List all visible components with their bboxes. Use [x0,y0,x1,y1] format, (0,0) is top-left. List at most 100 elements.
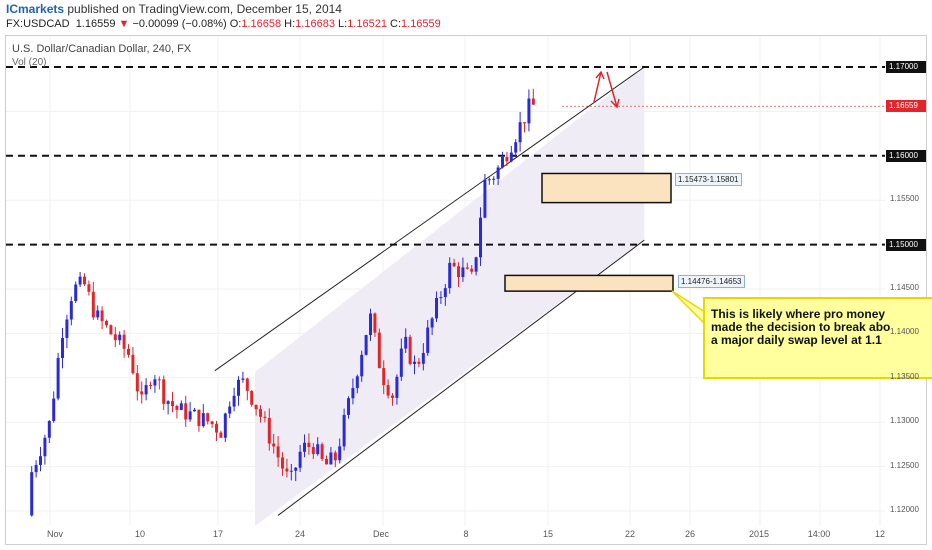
candle-body-419 [417,361,421,364]
candle-body-58 [56,357,60,399]
candle-body-516 [514,142,518,153]
demand-zone-1 [504,274,674,292]
candle-body-533 [531,98,535,105]
candle-body-529 [527,98,531,124]
candle-body-401 [399,348,403,377]
candle-body-291 [289,470,293,472]
candle-body-102 [100,310,104,322]
candle-body-252 [250,390,254,405]
candle-body-67 [65,319,69,338]
candle-body-494 [492,178,496,180]
last-price-label: 1.16559 [75,18,116,30]
candle-body-111 [109,325,113,335]
candle-body-168 [166,401,170,404]
candle-body-467 [465,267,469,269]
candle-body-212 [210,421,214,425]
low-key: L: [338,18,348,30]
annotation-note[interactable]: This is likely where pro money made the … [703,297,932,379]
candle-body-208 [206,413,210,422]
candle-body-357 [355,376,359,389]
x-tick-label-7: 22 [624,529,636,539]
candle-body-445 [443,288,447,298]
candle-body-190 [188,411,192,420]
candle-body-89 [87,284,91,292]
candle-body-181 [179,403,183,410]
candle-body-384 [382,368,386,386]
candle-body-243 [241,378,245,380]
x-tick-label-4: Dec [372,529,390,539]
open-value: 1.16658 [241,18,282,30]
candle-body-406 [404,336,408,349]
y-tick-label-0: 1.17000 [886,61,926,73]
candle-body-177 [175,406,179,410]
candle-body-203 [201,413,205,427]
high-key: H: [284,18,296,30]
candle-body-498 [496,167,500,179]
y-tick-label-10: 1.12000 [890,505,919,514]
candle-body-423 [421,352,425,364]
candle-body-98 [96,310,100,318]
candle-body-507 [505,157,509,162]
candle-body-129 [127,348,131,355]
candle-body-261 [259,409,263,417]
candle-body-93 [91,291,95,318]
candle-body-296 [294,467,298,471]
candle-body-459 [457,266,461,278]
candle-body-437 [435,297,439,319]
candle-body-397 [395,376,399,398]
candle-body-340 [338,446,342,461]
candle-body-489 [487,179,491,181]
x-tick-label-6: 15 [542,529,554,539]
x-tick-label-9: 2015 [748,529,770,539]
x-tick-label-5: 8 [463,529,469,539]
candle-body-159 [157,379,161,381]
candle-body-322 [320,444,324,459]
candle-body-45 [43,437,47,457]
candle-body-428 [426,327,430,353]
candle-body-107 [105,321,109,326]
candle-body-300 [298,451,302,468]
y-tick-label-4: 1.15000 [886,238,926,251]
publisher-brand[interactable]: ICmarkets [6,2,65,16]
candle-body-278 [276,446,280,458]
candle-body-269 [267,417,271,444]
candle-body-432 [430,318,434,328]
candle-body-472 [470,268,474,272]
candle-body-393 [391,395,395,398]
candle-body-313 [311,447,315,455]
x-tick-label-3: 24 [294,529,306,539]
down-arrow-icon: ▼ [118,18,130,30]
candle-body-85 [83,276,87,285]
candle-body-36 [34,464,38,473]
candle-body-199 [197,409,201,427]
y-tick-label-5: 1.14500 [890,283,919,292]
candle-body-247 [245,378,249,391]
candle-body-415 [413,361,417,364]
candle-body-151 [149,385,153,387]
x-tick-label-11: 12 [874,529,886,539]
y-tick-label-8: 1.13000 [890,416,919,426]
candle-body-146 [144,385,148,395]
y-tick-label-7: 1.13500 [890,371,919,381]
candle-body-379 [377,332,381,369]
candle-body-71 [69,301,73,320]
candle-body-318 [316,444,320,455]
candle-body-265 [263,416,267,418]
candle-body-503 [501,157,505,168]
low-value: 1.16521 [347,18,387,30]
publication-header: ICmarkets published on TradingView.com, … [0,0,932,32]
projection-arrow-down [606,71,620,109]
channel-upper-line [214,66,645,372]
y-tick-label-1: 1.16559 [886,100,926,113]
candle-body-195 [193,409,197,412]
candle-body-63 [61,337,65,358]
candle-body-234 [232,395,236,407]
candle-body-371 [369,313,373,336]
candle-body-331 [329,452,333,465]
y-tick-label-9: 1.12500 [890,460,919,470]
candle-body-54 [52,398,56,421]
candle-body-137 [135,373,139,392]
x-tick-label-10: 14:00 [807,529,831,539]
candle-body-49 [47,420,51,438]
